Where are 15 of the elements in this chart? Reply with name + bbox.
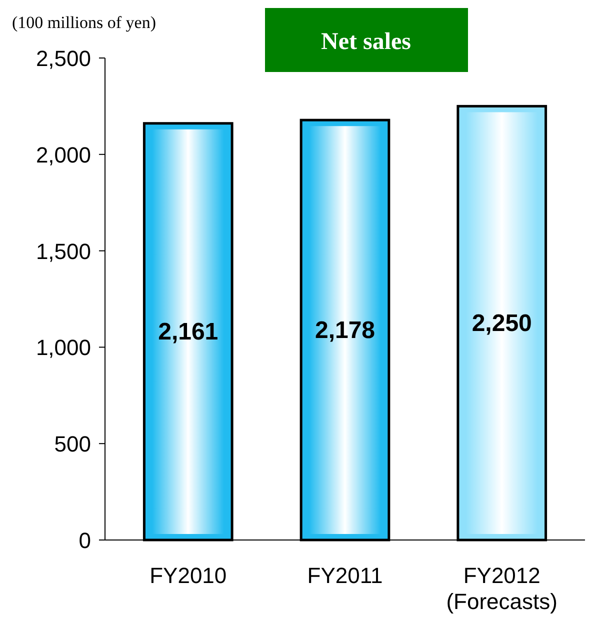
x-tick-label: FY2010 [150, 563, 227, 588]
chart-title: Net sales [321, 29, 411, 55]
y-tick-label: 0 [78, 528, 91, 553]
y-axis-title: (100 millions of yen) [12, 13, 156, 32]
y-tick-label: 1,000 [36, 335, 91, 360]
y-tick-label: 1,500 [36, 238, 91, 264]
x-tick-label: FY2012 (Forecasts) [446, 563, 558, 614]
y-tick-label: 2,000 [36, 142, 91, 168]
y-tick-label: 500 [54, 432, 91, 457]
data-label: 2,161 [158, 318, 218, 346]
x-tick-label: FY2011 [307, 563, 383, 588]
data-label: 2,178 [314, 317, 376, 344]
data-label: 2,250 [472, 310, 532, 338]
y-tick-label: 2,500 [36, 46, 91, 71]
title-box: Net sales [265, 8, 468, 72]
